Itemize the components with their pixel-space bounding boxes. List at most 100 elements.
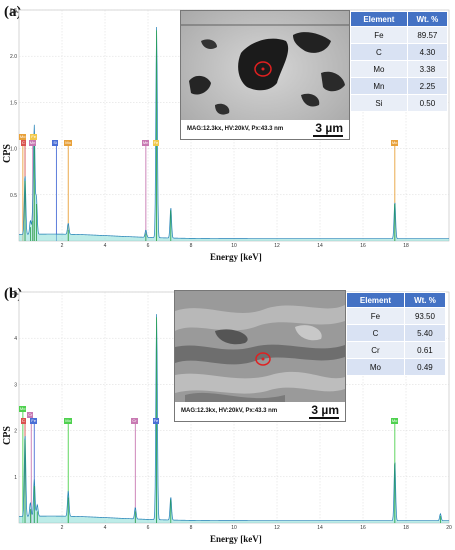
panel-a: (a) cps/eV CPS 2 4 6 8 10 12 14 16 18 0.5 1.0 1.5 2.… [0, 0, 455, 268]
spectrum-line [18, 26, 449, 240]
table-row: C 5.40 [346, 324, 447, 342]
x-tick-label: 8 [190, 243, 193, 249]
table-cell: Mn [350, 77, 408, 95]
x-axis-label: Energy [keV] [210, 534, 262, 544]
table-header: Wt. % [403, 292, 447, 308]
table-cell: Cr [346, 341, 405, 359]
table-cell: Mo [346, 358, 405, 376]
element-marker: Cr [131, 418, 138, 424]
y-tick-label: 5 [14, 290, 17, 296]
x-tick-label: 20 [446, 525, 452, 531]
y-tick-label: 1.5 [10, 100, 17, 106]
y-tick-label: 0.5 [10, 193, 17, 199]
x-tick-label: 10 [231, 243, 237, 249]
sem-databar: MAG:12.3kx, HV:20kV, Px:43.3 nm 3 µm [181, 120, 349, 139]
table-cell: Mo [350, 60, 408, 78]
sem-micrograph [175, 291, 345, 421]
table-cell: 93.50 [403, 307, 447, 325]
sem-image: MAG:12.3kx, HV:20kV, Px:43.3 nm 3 µm [174, 290, 346, 422]
x-tick-label: 10 [231, 525, 237, 531]
table-cell: C [350, 43, 408, 61]
element-marker: Mn [28, 140, 37, 146]
y-tick-label: 1.0 [10, 147, 17, 153]
sem-caption: MAG:12.3kx, HV:20kV, Px:43.3 nm [181, 408, 278, 414]
table-row: Mo 0.49 [346, 358, 447, 376]
element-marker: Mo [18, 134, 27, 140]
table-cell: 2.25 [406, 77, 449, 95]
analysis-spot [255, 352, 271, 366]
composition-table-a: Element Wt. % Fe 89.57 C 4.30 Mo 3.38 Mn 2.2… [350, 11, 449, 112]
y-tick-label: 2.5 [10, 8, 17, 14]
table-header: Element [350, 11, 408, 27]
table-cell: 89.57 [406, 26, 449, 44]
table-cell: Fe [346, 307, 405, 325]
element-marker: Cr [27, 412, 34, 418]
y-tick-label: 2.0 [10, 54, 17, 60]
table-row: Cr 0.61 [346, 341, 447, 359]
table-cell: Fe [350, 26, 408, 44]
composition-table-b: Element Wt. % Fe 93.50 C 5.40 Cr 0.61 Mo 0.4… [346, 292, 447, 376]
x-tick-label: 16 [360, 525, 366, 531]
table-header: Element [346, 292, 405, 308]
table-row: Fe 89.57 [350, 26, 449, 44]
scale-bar [309, 417, 339, 419]
x-tick-label: 14 [317, 525, 323, 531]
element-marker: C [21, 418, 26, 424]
sem-micrograph [181, 11, 349, 139]
table-cell: 0.61 [403, 341, 447, 359]
sem-caption: MAG:12.3kx, HV:20kV, Px:43.3 nm [187, 126, 284, 132]
y-tick-label: 4 [14, 336, 17, 342]
table-row: Mo 3.38 [350, 60, 449, 78]
element-marker: Mo [390, 140, 399, 146]
element-marker: Fe [30, 418, 37, 424]
x-tick-label: 8 [190, 525, 193, 531]
table-row: Mn 2.25 [350, 77, 449, 95]
x-tick-label: 2 [61, 525, 64, 531]
table-row: Fe 93.50 [346, 307, 447, 325]
element-marker: C [21, 140, 26, 146]
scale-bar [313, 135, 343, 137]
element-marker: Fe [152, 418, 160, 424]
element-marker: Mo [18, 406, 27, 412]
x-tick-label: 12 [274, 525, 280, 531]
table-header: Wt. % [406, 11, 449, 27]
x-tick-label: 6 [147, 525, 150, 531]
x-axis-label: Energy [keV] [210, 252, 262, 262]
element-marker: Mn [141, 140, 150, 146]
x-tick-label: 4 [104, 525, 107, 531]
table-cell: 0.49 [403, 358, 447, 376]
element-marker: Mo [64, 418, 72, 424]
table-cell: 5.40 [403, 324, 447, 342]
panel-label: (b) [4, 286, 23, 302]
x-tick-label: 4 [104, 243, 107, 249]
element-marker: Fe [152, 140, 160, 146]
element-marker: Si [52, 140, 58, 146]
x-tick-label: 16 [360, 243, 366, 249]
y-tick-label: 1 [14, 475, 17, 481]
sem-image: MAG:12.3kx, HV:20kV, Px:43.3 nm 3 µm [180, 10, 350, 140]
element-marker: Mo [64, 140, 72, 146]
panel-label: (a) [4, 4, 22, 20]
scale-label: 3 µm [315, 121, 343, 135]
table-cell: C [346, 324, 405, 342]
table-row: C 4.30 [350, 43, 449, 61]
x-tick-label: 6 [147, 243, 150, 249]
y-tick-label: 3 [14, 382, 17, 388]
table-cell: 4.30 [406, 43, 449, 61]
x-tick-label: 18 [403, 243, 409, 249]
sem-databar: MAG:12.3kx, HV:20kV, Px:43.3 nm 3 µm [175, 402, 345, 421]
table-cell: 3.38 [406, 60, 449, 78]
y-unit: cps/eV [12, 9, 25, 14]
y-unit: cps/eV [12, 291, 25, 296]
table-cell: 0.50 [406, 94, 449, 112]
table-row: Si 0.50 [350, 94, 449, 112]
spectrum-line [18, 314, 449, 522]
panel-b: (b) cps/eV CPS 2 4 6 8 10 12 14 16 18 20 1 2 3 4 5 Ene… [0, 282, 455, 550]
y-tick-label: 2 [14, 429, 17, 435]
x-tick-label: 2 [61, 243, 64, 249]
scale-label: 3 µm [311, 403, 339, 417]
element-marker: Mo [390, 418, 399, 424]
element-marker: Fe [30, 134, 37, 140]
x-tick-label: 14 [317, 243, 323, 249]
x-tick-label: 12 [274, 243, 280, 249]
